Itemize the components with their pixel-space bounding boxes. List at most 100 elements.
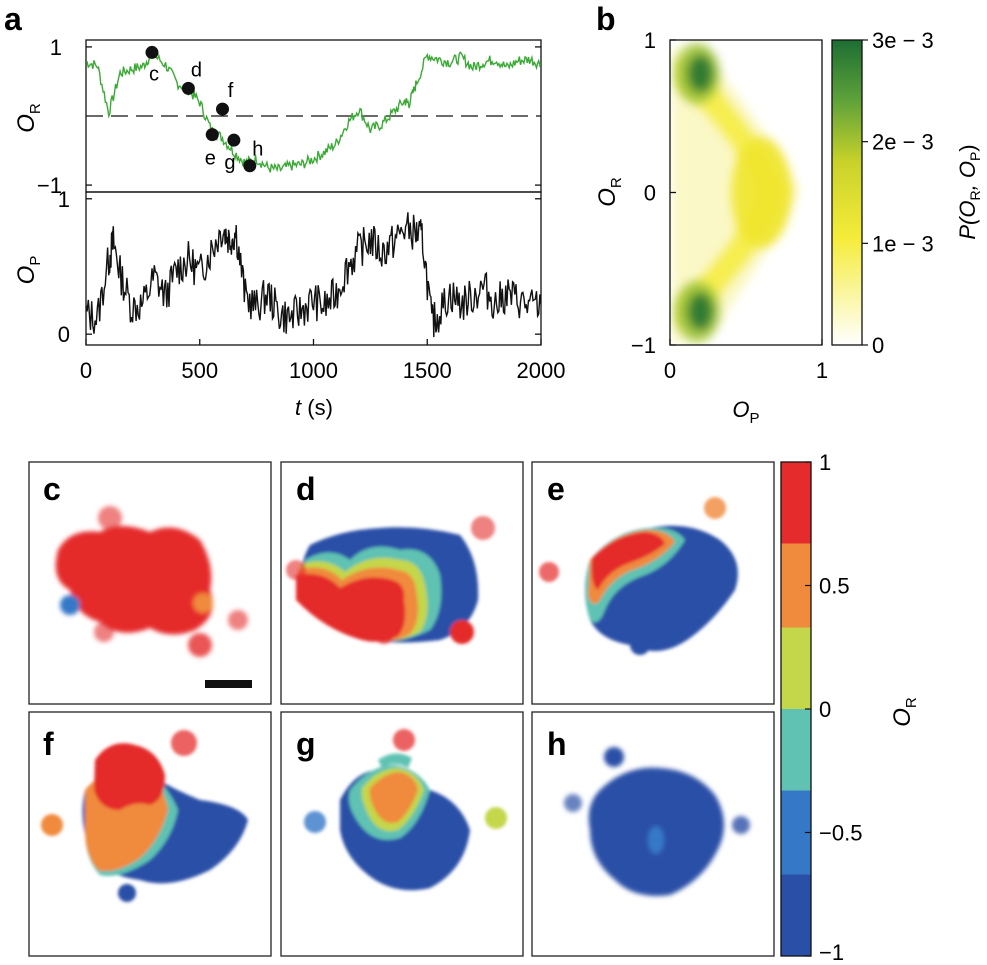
density-label-p: P(O — [955, 201, 980, 240]
density-colorbar-label: P(OR, OP) — [955, 144, 983, 239]
map-panel-f: f — [28, 711, 272, 957]
map-g-blue-blob — [304, 811, 326, 833]
density-colorbar-ticks: 3e − 3 2e − 3 1e − 3 0 — [862, 28, 934, 358]
density-colorbar-tick-label: 0 — [872, 333, 884, 358]
x-tick-label: 1500 — [403, 358, 452, 383]
density-colorbar-tick-label: 2e − 3 — [872, 130, 934, 155]
map-e-red-blob — [539, 562, 559, 582]
or-colorbar-band — [781, 462, 811, 544]
or-colorbar-band — [781, 709, 811, 791]
heatmap-y-label-sub: R — [608, 177, 625, 188]
density-colorbar-tick-label: 3e − 3 — [872, 28, 934, 53]
heatmap-x-label: OP — [732, 397, 759, 427]
op-y-label-main: O — [13, 266, 40, 285]
or-y-ticks: 1 −1 — [37, 35, 541, 198]
marker-e — [205, 128, 219, 142]
time-x-label-unit: (s) — [301, 395, 333, 420]
density-cluster — [675, 43, 720, 104]
map-label-d: d — [296, 471, 316, 507]
op-y-ticks: 10 — [58, 187, 541, 347]
map-c-main-domain — [55, 526, 213, 635]
map-c-red-blob — [188, 633, 212, 657]
map-h-blue-blob — [732, 816, 750, 834]
cluster-core — [687, 292, 714, 331]
map-c-orange-blob — [193, 593, 213, 613]
heatmap-y-tick-label: −1 — [631, 333, 656, 358]
map-d-red-blob — [286, 560, 306, 580]
or-colorbar — [781, 462, 811, 956]
density-cluster — [675, 281, 720, 342]
density-colorbar — [831, 39, 863, 346]
map-f-blue-blob — [118, 884, 136, 902]
map-label-g: g — [296, 726, 316, 762]
map-c-blue-blob — [60, 595, 80, 615]
map-h-blue-blob — [564, 794, 582, 812]
time-x-label-main: t — [295, 395, 302, 420]
op-axes: 10 0 500 1000 1500 2000 OP t (s) — [13, 187, 565, 420]
heatmap-clusters — [675, 43, 792, 342]
map-c-red-blob — [94, 622, 114, 642]
or-y-label-main: O — [13, 114, 40, 133]
x-tick-label: 0 — [80, 358, 92, 383]
marker-label-g: g — [224, 152, 235, 174]
heatmap-y-ticks: 1 0 −1 — [631, 28, 676, 358]
map-panel-d: d — [280, 461, 524, 705]
map-h-teal-spot — [648, 826, 664, 854]
panel-label-b: b — [596, 1, 616, 37]
op-series-line — [86, 212, 541, 338]
marker-label-e: e — [205, 148, 216, 170]
or-colorbar-tick-label: 1 — [819, 450, 831, 475]
heatmap-x-label-main: O — [732, 397, 749, 422]
marker-label-d: d — [191, 59, 202, 81]
marker-c — [145, 45, 159, 59]
map-f-red-blob — [171, 730, 197, 756]
map-label-e: e — [547, 471, 565, 507]
map-g-red-blob — [393, 729, 415, 751]
heatmap-x-tick-label: 1 — [816, 358, 828, 383]
heatmap-y-label: OR — [594, 177, 625, 207]
density-label-sub1: R — [967, 190, 983, 200]
marker-h — [243, 159, 257, 173]
map-label-f: f — [43, 726, 54, 762]
heatmap-density — [672, 43, 800, 343]
map-panels: c d — [28, 450, 920, 965]
or-series-line — [86, 48, 541, 173]
map-d-red-blob — [374, 624, 394, 644]
cluster-outer — [731, 137, 792, 248]
or-colorbar-tick-label: 0 — [819, 697, 831, 722]
marker-label-h: h — [252, 139, 263, 161]
op-y-tick-label: 1 — [58, 187, 70, 212]
map-panel-e: e — [531, 461, 775, 705]
map-h-blue-blob — [604, 747, 624, 767]
or-colorbar-label-sub: R — [903, 697, 920, 708]
map-c-blob — [98, 506, 122, 530]
map-g-green-blob — [485, 807, 507, 829]
marker-label-f: f — [228, 80, 234, 102]
heatmap-x-label-sub: P — [750, 410, 760, 427]
map-d-blob — [471, 516, 495, 540]
map-g-domain-orange — [369, 772, 418, 823]
map-f-domain-red — [94, 743, 165, 810]
marker-label-c: c — [149, 63, 159, 85]
map-f-orange-blob — [41, 814, 63, 836]
op-x-ticks: 0 500 1000 1500 2000 — [80, 339, 566, 383]
heatmap-y-label-main: O — [594, 188, 621, 207]
map-label-c: c — [43, 471, 61, 507]
x-tick-label: 2000 — [517, 358, 566, 383]
scale-bar — [205, 680, 252, 688]
map-d-red-blob — [450, 620, 474, 644]
or-y-label-sub: R — [27, 103, 44, 114]
marker-g — [227, 133, 241, 147]
or-colorbar-label-main: O — [889, 708, 916, 727]
map-e-domain-red — [591, 532, 665, 590]
or-axes: 1 −1 c d f e gh OR — [13, 35, 542, 198]
density-colorbar-tick-label: 1e − 3 — [872, 231, 934, 256]
or-colorbar-tick-label: −1 — [819, 940, 844, 965]
density-label-sub2: P — [967, 152, 983, 161]
density-label-mid: , O — [955, 161, 980, 190]
time-x-label: t (s) — [295, 395, 333, 420]
op-y-label-sub: P — [27, 256, 44, 266]
map-d-domain-red — [296, 573, 406, 642]
